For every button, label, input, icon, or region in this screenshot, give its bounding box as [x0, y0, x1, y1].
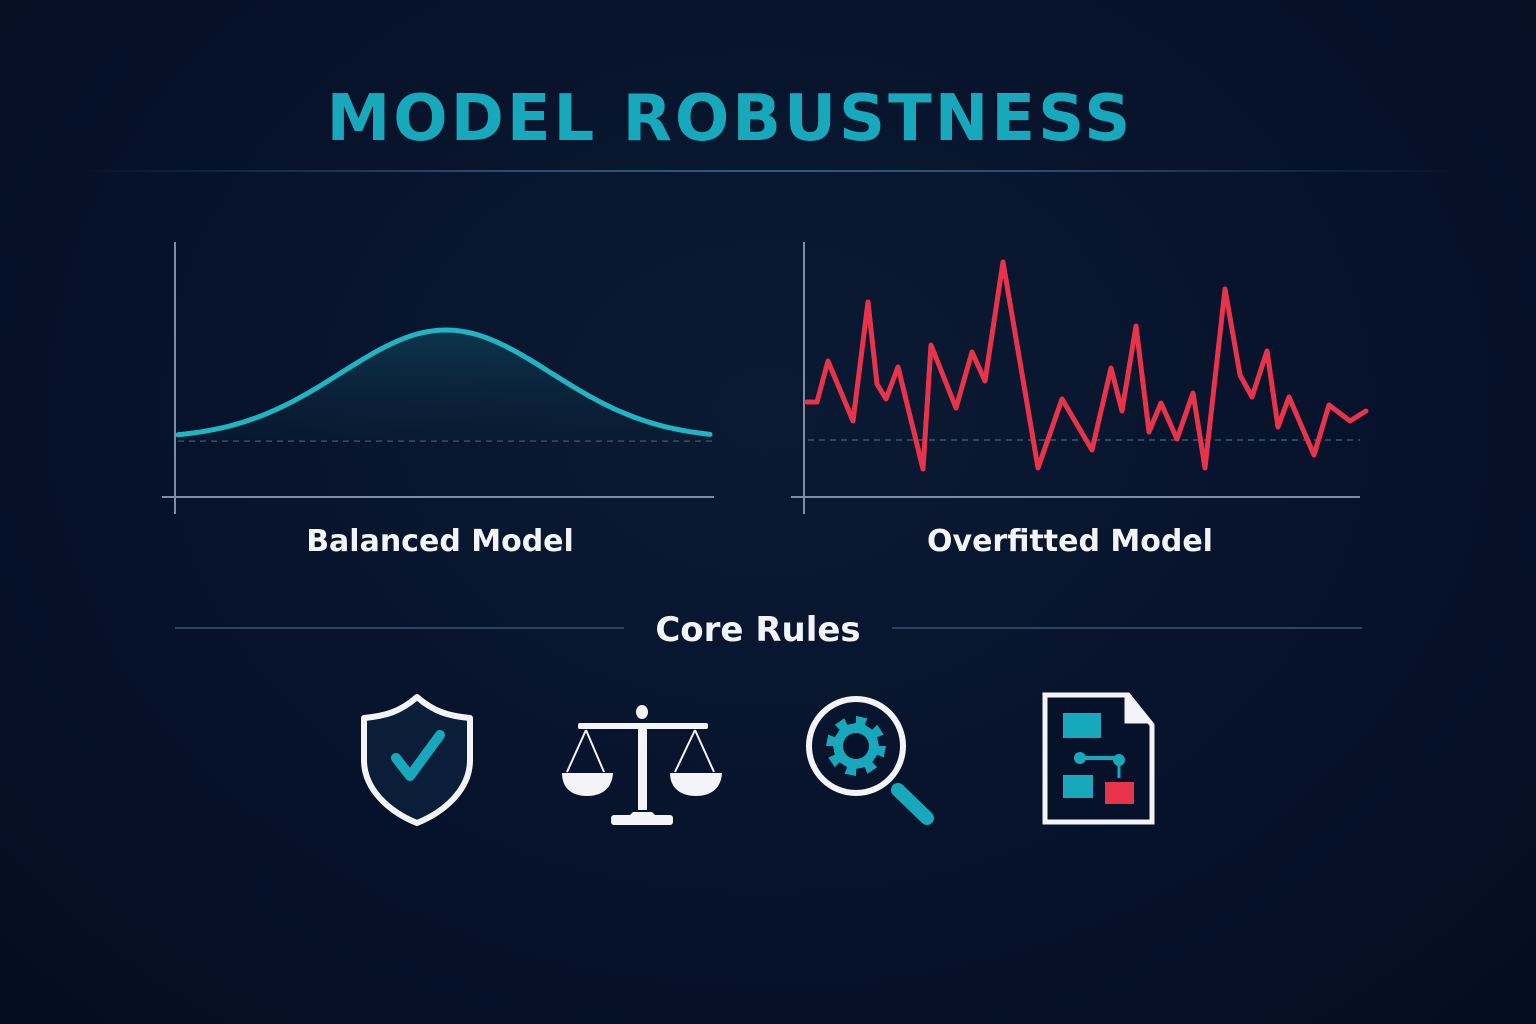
balance-scale-icon: [562, 705, 722, 825]
balanced-model-chart: [162, 242, 714, 514]
bell-curve-line: [175, 327, 713, 438]
balanced-model-label: Balanced Model: [306, 524, 574, 559]
title-divider: [80, 170, 1460, 172]
magnifier-gear-icon: [806, 696, 934, 825]
shield-check-icon: [361, 694, 473, 826]
document-flowchart-icon: [1042, 692, 1155, 825]
bell-curve-fill: [178, 330, 712, 441]
page-title: MODEL ROBUSTNESS: [326, 82, 1134, 156]
overfitted-model-chart: [791, 242, 1369, 514]
section-title: Core Rules: [655, 610, 861, 650]
overfitted-model-label: Overfitted Model: [927, 524, 1213, 559]
overfit-curve-line: [804, 259, 1369, 472]
